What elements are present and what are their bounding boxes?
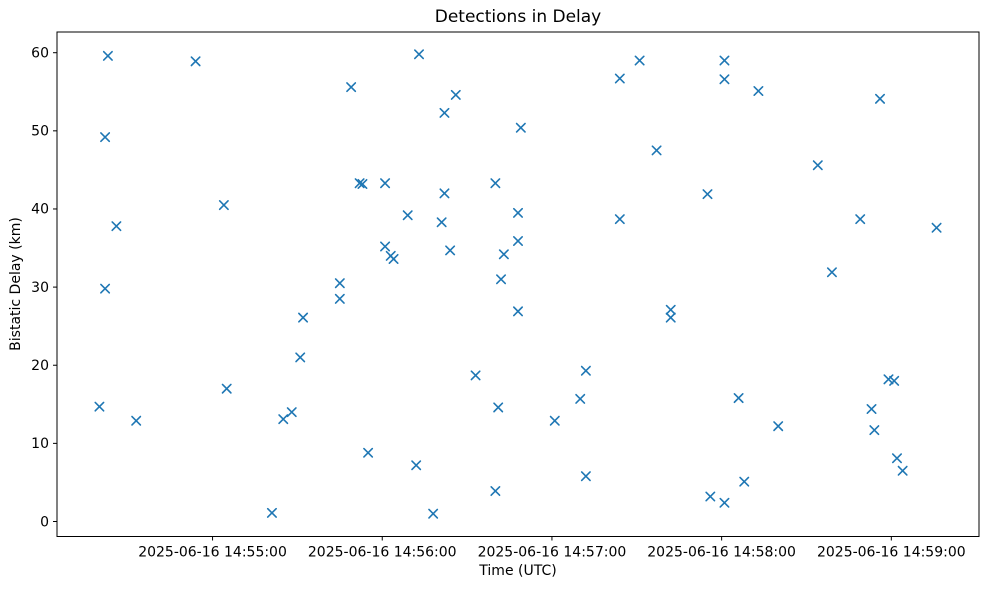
data-point-marker [719, 497, 730, 508]
data-point-marker [513, 306, 523, 317]
data-point-marker [357, 178, 368, 189]
y-tick-label: 30 [31, 280, 49, 296]
data-point-marker [334, 293, 345, 304]
data-point-marker [94, 401, 105, 412]
data-point-marker [428, 508, 439, 519]
data-point-marker [380, 178, 391, 189]
data-point-marker [651, 145, 662, 156]
data-point-marker [111, 221, 122, 232]
data-point-marker [402, 210, 413, 221]
data-point-marker [363, 447, 374, 458]
y-tick-label: 10 [31, 436, 49, 452]
data-point-marker [580, 365, 591, 376]
data-point-marker [739, 476, 750, 487]
y-tick-label: 40 [31, 202, 49, 218]
data-point-marker [450, 89, 461, 100]
y-axis-label: Bistatic Delay (km) [8, 217, 24, 351]
x-tick-label: 2025-06-16 14:59:00 [817, 545, 966, 561]
data-point-marker [875, 93, 886, 104]
data-point-marker [549, 415, 560, 426]
x-tick-label: 2025-06-16 14:55:00 [138, 545, 287, 561]
data-point-marker [855, 214, 866, 225]
data-point-marker [411, 460, 422, 471]
data-point-marker [889, 375, 900, 386]
data-point-marker [100, 132, 111, 143]
data-point-marker [498, 249, 509, 260]
data-point-marker [388, 253, 399, 264]
data-point-marker [665, 312, 676, 323]
chart-title: Detections in Delay [434, 7, 602, 27]
y-tick-label: 0 [40, 514, 49, 530]
data-point-marker [897, 465, 908, 476]
data-point-marker [665, 304, 676, 315]
data-point-marker [773, 421, 784, 432]
data-point-marker [705, 491, 716, 502]
x-axis-label: Time (UTC) [479, 563, 557, 579]
data-point-marker [733, 393, 744, 404]
axes-spines [56, 31, 980, 537]
data-point-marker [869, 425, 880, 436]
data-point-marker [496, 274, 507, 285]
data-point-marker [439, 188, 450, 199]
data-point-marker [439, 107, 450, 118]
y-tick-label: 60 [31, 45, 49, 61]
data-point-marker [334, 278, 345, 289]
data-point-marker [445, 245, 456, 256]
data-point-marker [634, 55, 645, 66]
data-point-marker [100, 283, 111, 294]
data-point-marker [286, 407, 297, 418]
data-point-marker [719, 55, 730, 66]
data-point-marker [866, 403, 877, 414]
data-point-marker [515, 122, 526, 133]
data-point-marker [883, 374, 894, 385]
data-point-marker [702, 189, 713, 200]
data-point-marker [490, 486, 501, 497]
data-point-marker [190, 56, 201, 67]
data-point-marker [221, 383, 232, 394]
data-point-marker [414, 49, 425, 60]
data-point-marker [513, 207, 523, 218]
data-point-marker [753, 85, 764, 96]
data-point-marker [580, 471, 591, 482]
data-point-marker [380, 241, 391, 252]
data-point-marker [931, 222, 942, 233]
x-tick-label: 2025-06-16 14:58:00 [647, 545, 796, 561]
data-point-marker [346, 82, 357, 93]
data-point-marker [278, 414, 289, 425]
data-point-marker [266, 507, 277, 518]
data-point-marker [826, 267, 837, 278]
y-tick-label: 20 [31, 358, 49, 374]
data-point-marker [298, 312, 309, 323]
x-tick-label: 2025-06-16 14:57:00 [478, 545, 627, 561]
data-point-marker [218, 200, 229, 211]
data-point-marker [891, 453, 902, 464]
data-point-marker [493, 402, 504, 413]
data-point-marker [295, 352, 306, 363]
y-tick-label: 50 [31, 124, 49, 140]
data-point-marker [513, 236, 523, 247]
data-point-marker [490, 178, 501, 189]
data-point-marker [614, 73, 625, 84]
data-point-marker [131, 415, 142, 426]
data-point-marker [575, 393, 586, 404]
data-point-marker [436, 217, 447, 228]
data-point-marker [470, 370, 481, 381]
data-point-marker [719, 74, 730, 85]
data-point-marker [102, 50, 113, 61]
data-point-marker [812, 160, 823, 171]
data-point-marker [614, 214, 625, 225]
x-tick-label: 2025-06-16 14:56:00 [308, 545, 457, 561]
data-point-marker [354, 178, 365, 189]
